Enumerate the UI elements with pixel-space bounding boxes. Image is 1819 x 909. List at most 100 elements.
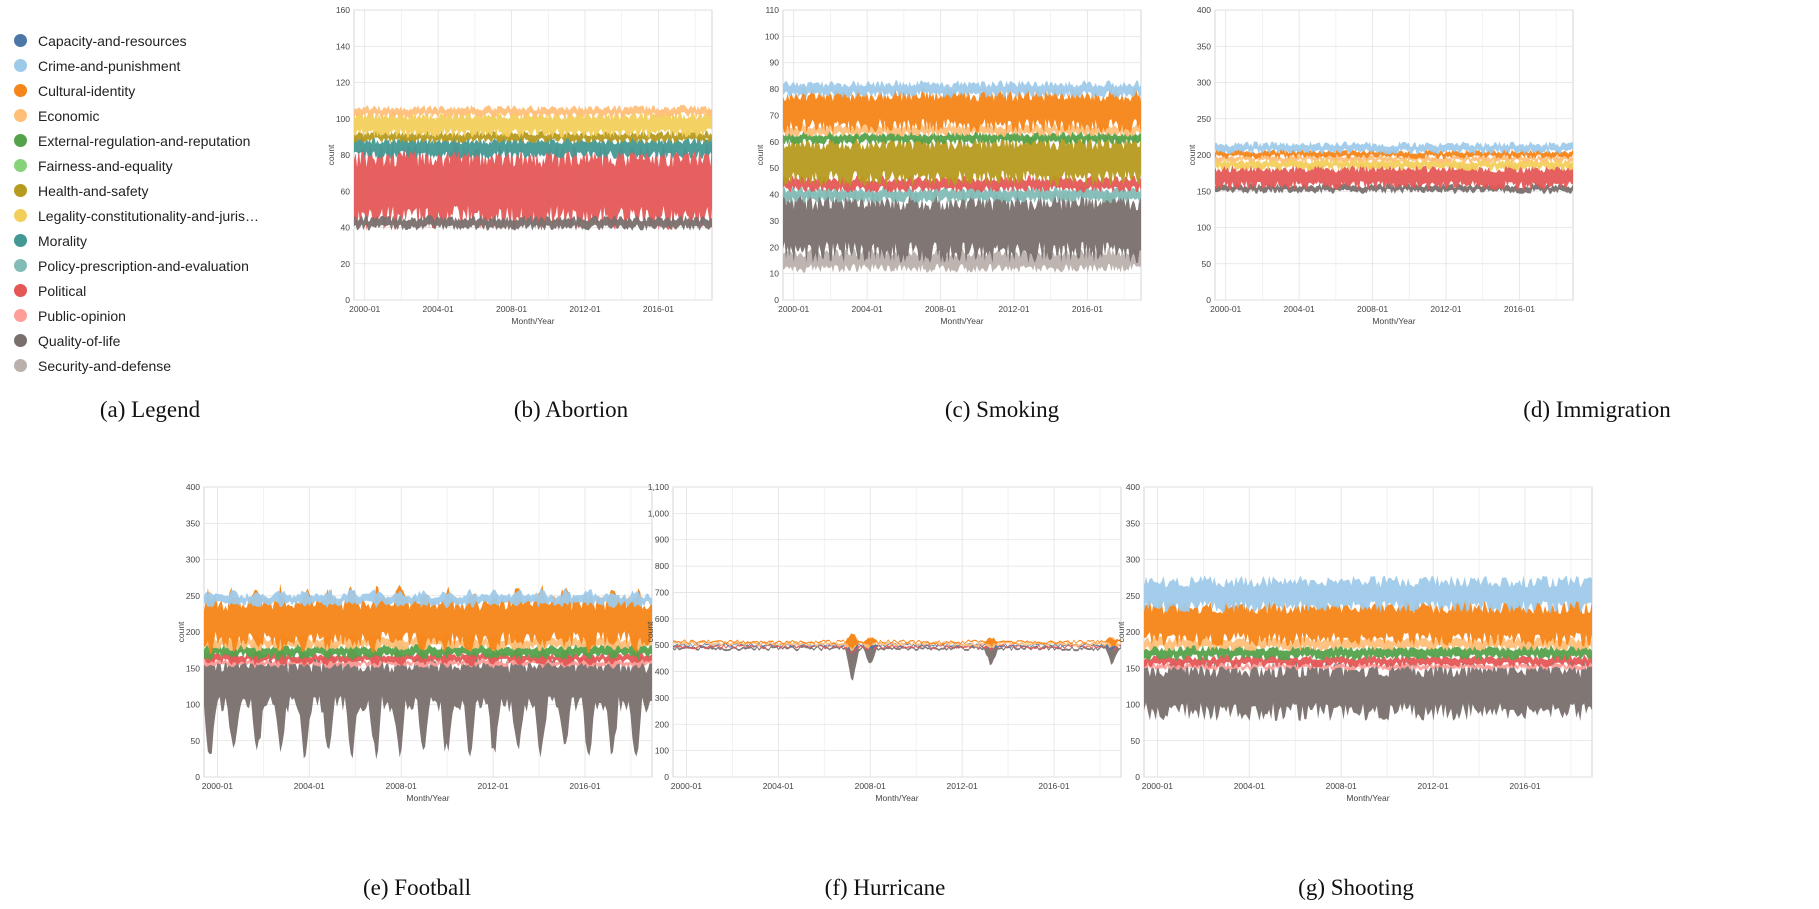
y-tick-label: 350 <box>1197 41 1211 51</box>
x-tick-label: 2012-01 <box>998 304 1029 314</box>
x-tick-label: 2008-01 <box>855 781 886 791</box>
y-tick-label: 250 <box>1126 591 1140 601</box>
legend-swatch <box>14 34 27 47</box>
legend-item: Policy-prescription-and-evaluation <box>14 253 314 278</box>
legend-label: Public-opinion <box>38 307 126 324</box>
y-tick-label: 900 <box>655 535 669 545</box>
area-band-policy-prescription-and-evaluation <box>783 185 1141 204</box>
y-tick-label: 160 <box>336 5 350 15</box>
x-tick-label: 2004-01 <box>423 304 454 314</box>
x-tick-label: 2012-01 <box>946 781 977 791</box>
caption-shooting: (g) Shooting <box>1298 875 1414 900</box>
y-tick-label: 80 <box>770 84 780 94</box>
caption-immigration: (d) Immigration <box>1523 397 1671 422</box>
y-tick-label: 0 <box>774 295 779 305</box>
legend-label: Legality-constitutionality-and-juris… <box>38 207 259 224</box>
y-tick-label: 200 <box>186 627 200 637</box>
y-tick-label: 40 <box>341 223 351 233</box>
y-tick-label: 0 <box>195 772 200 782</box>
area-band-crime-and-punishment <box>783 80 1141 98</box>
y-tick-label: 300 <box>186 555 200 565</box>
y-tick-label: 50 <box>1131 736 1141 746</box>
legend-label: Capacity-and-resources <box>38 32 187 49</box>
area-band-quality-of-life <box>204 643 652 760</box>
x-tick-label: 2016-01 <box>569 781 600 791</box>
legend-swatch <box>14 334 27 347</box>
area-band-quality-of-life <box>354 215 712 231</box>
y-tick-label: 1,100 <box>648 482 670 492</box>
y-tick-label: 10 <box>770 269 780 279</box>
y-tick-label: 30 <box>770 216 780 226</box>
y-tick-label: 70 <box>770 110 780 120</box>
y-tick-label: 200 <box>1126 627 1140 637</box>
y-tick-label: 120 <box>336 78 350 88</box>
y-tick-label: 110 <box>765 5 779 15</box>
legend-item: External-regulation-and-reputation <box>14 128 314 153</box>
legend-item: Legality-constitutionality-and-juris… <box>14 203 314 228</box>
caption-hurricane: (f) Hurricane <box>824 875 946 900</box>
x-axis-title: Month/Year <box>1346 793 1389 803</box>
y-axis-title: count <box>1187 144 1197 165</box>
x-axis-title: Month/Year <box>875 793 918 803</box>
y-axis-title: count <box>326 144 336 165</box>
legend-swatch <box>14 184 27 197</box>
area-band-political <box>1215 163 1573 191</box>
x-tick-label: 2000-01 <box>202 781 233 791</box>
y-tick-label: 20 <box>770 242 780 252</box>
legend-label: Security-and-defense <box>38 357 172 374</box>
y-tick-label: 1,000 <box>648 508 670 518</box>
x-tick-label: 2008-01 <box>925 304 956 314</box>
x-tick-label: 2016-01 <box>1072 304 1103 314</box>
y-tick-label: 50 <box>191 736 201 746</box>
area-band-legality-constitutionality-and-juris <box>1215 157 1573 171</box>
x-axis-title: Month/Year <box>940 316 983 326</box>
area-band-cultural-identity <box>1144 599 1592 647</box>
y-tick-label: 250 <box>1197 114 1211 124</box>
y-tick-label: 100 <box>765 31 779 41</box>
y-tick-label: 500 <box>655 640 669 650</box>
y-tick-label: 150 <box>186 663 200 673</box>
legend-item: Security-and-defense <box>14 353 314 378</box>
legend-swatch <box>14 134 27 147</box>
legend-item: Cultural-identity <box>14 78 314 103</box>
y-tick-label: 400 <box>1197 5 1211 15</box>
area-band-quality-of-life <box>783 189 1141 264</box>
legend-label: Fairness-and-equality <box>38 157 173 174</box>
y-tick-label: 350 <box>186 518 200 528</box>
y-tick-label: 50 <box>1202 259 1212 269</box>
legend-item: Health-and-safety <box>14 178 314 203</box>
x-tick-label: 2008-01 <box>1326 781 1357 791</box>
y-tick-label: 0 <box>664 772 669 782</box>
legend-label: Health-and-safety <box>38 182 149 199</box>
caption-abortion: (b) Abortion <box>513 397 629 422</box>
y-tick-label: 100 <box>1197 223 1211 233</box>
legend-label: Policy-prescription-and-evaluation <box>38 257 249 274</box>
y-tick-label: 150 <box>1197 186 1211 196</box>
legend-swatch <box>14 109 27 122</box>
legend-swatch <box>14 209 27 222</box>
area-band-health-and-safety <box>783 133 1141 187</box>
x-tick-label: 2008-01 <box>386 781 417 791</box>
legend-label: Political <box>38 282 87 299</box>
y-tick-label: 140 <box>336 41 350 51</box>
area-band-economic <box>354 104 712 119</box>
legend-swatch <box>14 234 27 247</box>
legend-label: Quality-of-life <box>38 332 121 349</box>
legend-swatch <box>14 59 27 72</box>
y-axis-title: count <box>645 621 655 642</box>
chart-hurricane: 0 100 200 300 400 500 600 700 800 900 1,000 1,100 20… <box>645 482 1122 803</box>
legend-label: Cultural-identity <box>38 82 136 99</box>
legend-item: Crime-and-punishment <box>14 53 314 78</box>
x-tick-label: 2004-01 <box>763 781 794 791</box>
x-tick-label: 2016-01 <box>1509 781 1540 791</box>
y-tick-label: 600 <box>655 614 669 624</box>
y-tick-label: 20 <box>341 259 351 269</box>
y-tick-label: 250 <box>186 591 200 601</box>
area-band-health-and-safety <box>354 130 712 144</box>
y-tick-label: 200 <box>655 719 669 729</box>
area-band-crime-and-punishment <box>1215 141 1573 155</box>
legend-item: Morality <box>14 228 314 253</box>
x-tick-label: 2000-01 <box>1142 781 1173 791</box>
caption-football: (e) Football <box>363 875 471 900</box>
area-band-quality-of-life <box>1144 659 1592 722</box>
